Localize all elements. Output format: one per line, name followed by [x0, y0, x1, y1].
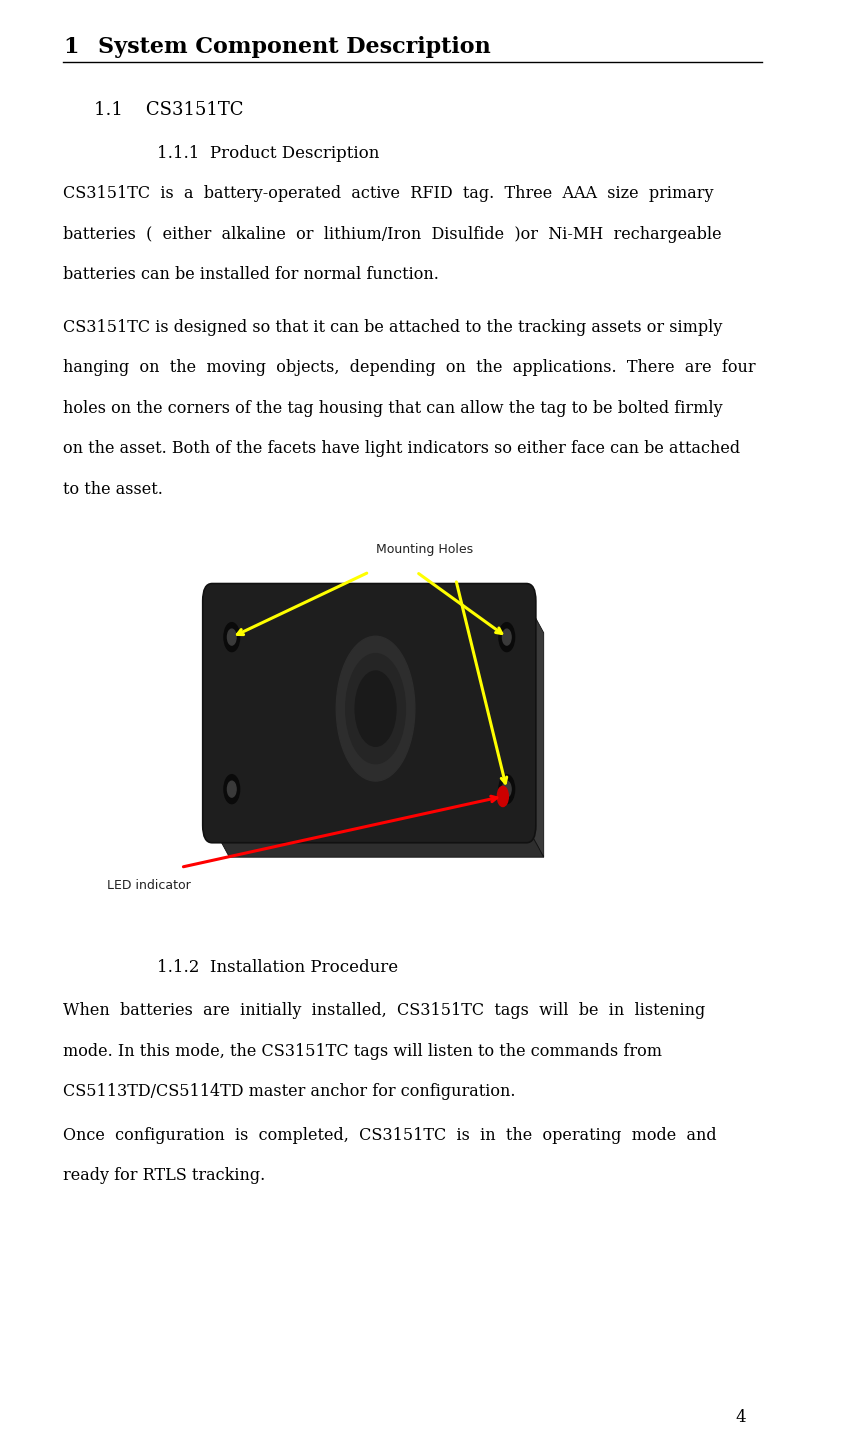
Text: CS3151TC is designed so that it can be attached to the tracking assets or simply: CS3151TC is designed so that it can be a…	[63, 319, 722, 336]
Text: batteries can be installed for normal function.: batteries can be installed for normal fu…	[63, 266, 438, 284]
Text: 4: 4	[736, 1409, 746, 1426]
Polygon shape	[212, 825, 544, 857]
Text: to the asset.: to the asset.	[63, 481, 163, 498]
Circle shape	[502, 628, 511, 646]
Circle shape	[356, 670, 396, 746]
Circle shape	[502, 782, 511, 796]
Polygon shape	[526, 601, 544, 857]
Text: 1.1.2  Installation Procedure: 1.1.2 Installation Procedure	[157, 959, 398, 976]
Text: Once  configuration  is  completed,  CS3151TC  is  in  the  operating  mode  and: Once configuration is completed, CS3151T…	[63, 1127, 716, 1144]
Circle shape	[224, 623, 240, 652]
Text: batteries  (  either  alkaline  or  lithium/Iron  Disulfide  )or  Ni-MH  recharg: batteries ( either alkaline or lithium/I…	[63, 226, 721, 243]
Text: hanging  on  the  moving  objects,  depending  on  the  applications.  There  ar: hanging on the moving objects, depending…	[63, 359, 755, 376]
Circle shape	[337, 636, 415, 780]
Text: Mounting Holes: Mounting Holes	[375, 543, 473, 556]
Text: mode. In this mode, the CS3151TC tags will listen to the commands from: mode. In this mode, the CS3151TC tags wi…	[63, 1043, 662, 1060]
Circle shape	[224, 775, 240, 804]
Circle shape	[346, 653, 406, 763]
Circle shape	[499, 623, 514, 652]
Circle shape	[228, 628, 236, 646]
FancyBboxPatch shape	[203, 584, 536, 843]
Text: 1.1.1  Product Description: 1.1.1 Product Description	[157, 145, 380, 162]
FancyBboxPatch shape	[74, 514, 648, 941]
Circle shape	[497, 786, 508, 807]
Text: CS3151TC  is  a  battery-operated  active  RFID  tag.  Three  AAA  size  primary: CS3151TC is a battery-operated active RF…	[63, 185, 714, 203]
Text: CS5113TD/CS5114TD master anchor for configuration.: CS5113TD/CS5114TD master anchor for conf…	[63, 1083, 515, 1100]
Text: When  batteries  are  initially  installed,  CS3151TC  tags  will  be  in  liste: When batteries are initially installed, …	[63, 1002, 705, 1019]
Text: LED indicator: LED indicator	[107, 879, 192, 892]
Text: ready for RTLS tracking.: ready for RTLS tracking.	[63, 1167, 265, 1184]
Circle shape	[228, 782, 236, 796]
Text: System Component Description: System Component Description	[98, 36, 491, 58]
Text: holes on the corners of the tag housing that can allow the tag to be bolted firm: holes on the corners of the tag housing …	[63, 400, 722, 417]
Text: 1: 1	[63, 36, 79, 58]
Text: 1.1    CS3151TC: 1.1 CS3151TC	[94, 101, 243, 119]
Circle shape	[499, 775, 514, 804]
Text: on the asset. Both of the facets have light indicators so either face can be att: on the asset. Both of the facets have li…	[63, 440, 740, 458]
